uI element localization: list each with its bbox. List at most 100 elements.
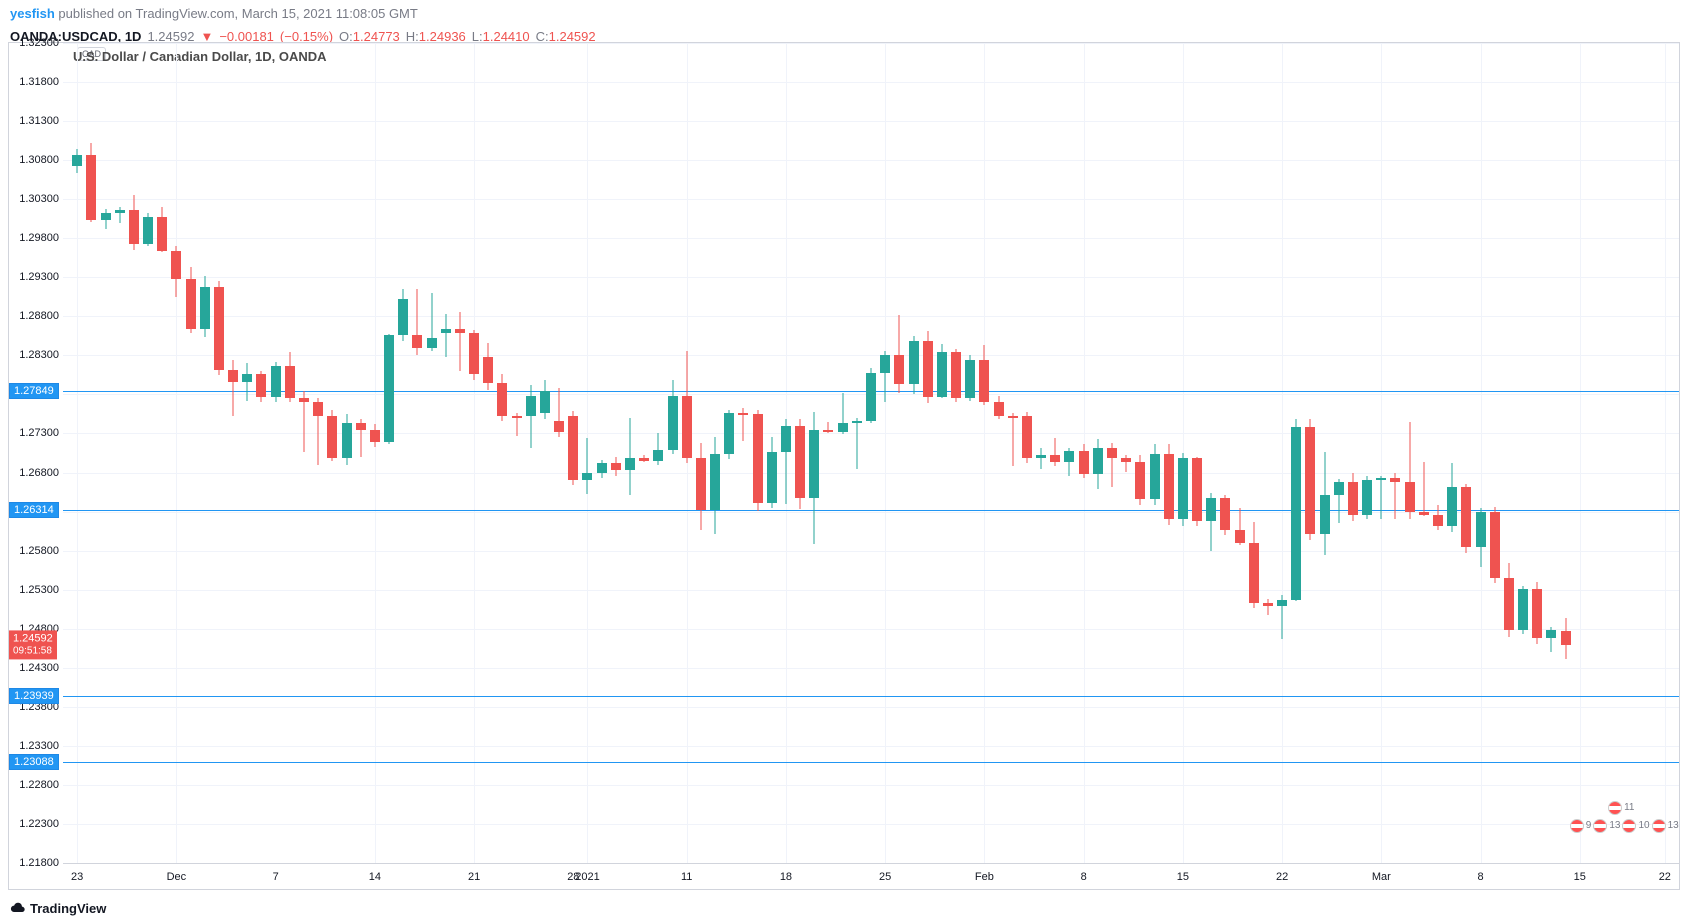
candle[interactable] bbox=[668, 396, 678, 450]
candle[interactable] bbox=[469, 333, 479, 374]
candle[interactable] bbox=[1532, 589, 1542, 638]
candle[interactable] bbox=[682, 396, 692, 458]
candle[interactable] bbox=[1320, 495, 1330, 534]
candle[interactable] bbox=[823, 430, 833, 432]
economic-events[interactable]: 9131013 bbox=[1570, 819, 1679, 833]
candle[interactable] bbox=[157, 217, 167, 251]
candle[interactable] bbox=[1561, 631, 1571, 645]
candle[interactable] bbox=[880, 355, 890, 372]
candle[interactable] bbox=[1064, 451, 1074, 461]
candle[interactable] bbox=[696, 458, 706, 510]
candle[interactable] bbox=[1419, 512, 1429, 515]
candle[interactable] bbox=[909, 341, 919, 385]
candle[interactable] bbox=[1249, 543, 1259, 603]
economic-event-high[interactable]: 11 bbox=[1608, 801, 1634, 815]
candle[interactable] bbox=[1121, 458, 1131, 461]
candle[interactable] bbox=[342, 423, 352, 459]
candle[interactable] bbox=[1206, 498, 1216, 521]
candle[interactable] bbox=[483, 357, 493, 383]
candle[interactable] bbox=[1518, 589, 1528, 630]
candle[interactable] bbox=[1107, 448, 1117, 459]
candle[interactable] bbox=[753, 414, 763, 503]
candle[interactable] bbox=[271, 366, 281, 397]
candle[interactable] bbox=[115, 210, 125, 213]
chart-plot[interactable]: CAD U.S. Dollar / Canadian Dollar, 1D, O… bbox=[63, 43, 1679, 863]
candle[interactable] bbox=[568, 416, 578, 479]
candle[interactable] bbox=[497, 383, 507, 416]
candle[interactable] bbox=[1022, 416, 1032, 458]
candle[interactable] bbox=[625, 458, 635, 470]
chart-container[interactable]: 1.218001.223001.228001.233001.238001.243… bbox=[8, 42, 1680, 890]
candle[interactable] bbox=[1079, 451, 1089, 474]
candle[interactable] bbox=[852, 421, 862, 423]
candle[interactable] bbox=[1192, 458, 1202, 520]
candle[interactable] bbox=[1334, 482, 1344, 495]
candle[interactable] bbox=[1405, 482, 1415, 512]
candle[interactable] bbox=[1433, 515, 1443, 526]
candle[interactable] bbox=[1263, 603, 1273, 606]
candle[interactable] bbox=[838, 423, 848, 432]
tradingview-logo[interactable]: TradingView bbox=[10, 900, 106, 916]
candle[interactable] bbox=[1036, 455, 1046, 458]
candle[interactable] bbox=[894, 355, 904, 384]
candle[interactable] bbox=[597, 463, 607, 473]
candle[interactable] bbox=[72, 155, 82, 167]
candle[interactable] bbox=[526, 396, 536, 416]
candle[interactable] bbox=[866, 373, 876, 421]
candle[interactable] bbox=[582, 473, 592, 479]
horizontal-line[interactable] bbox=[63, 696, 1679, 697]
candle[interactable] bbox=[214, 287, 224, 371]
candle[interactable] bbox=[327, 416, 337, 459]
candle[interactable] bbox=[256, 374, 266, 397]
price-axis[interactable]: 1.218001.223001.228001.233001.238001.243… bbox=[9, 43, 63, 863]
candle[interactable] bbox=[101, 213, 111, 220]
candle[interactable] bbox=[795, 426, 805, 498]
candle[interactable] bbox=[994, 402, 1004, 415]
candle[interactable] bbox=[1504, 578, 1514, 630]
candle[interactable] bbox=[1220, 498, 1230, 530]
candle[interactable] bbox=[738, 413, 748, 415]
candle[interactable] bbox=[1178, 458, 1188, 519]
candle[interactable] bbox=[398, 299, 408, 335]
candle[interactable] bbox=[611, 463, 621, 470]
candle[interactable] bbox=[200, 287, 210, 329]
candle[interactable] bbox=[313, 402, 323, 415]
candle[interactable] bbox=[1546, 630, 1556, 638]
candle[interactable] bbox=[1235, 530, 1245, 542]
candle[interactable] bbox=[299, 398, 309, 403]
horizontal-line[interactable] bbox=[63, 762, 1679, 763]
candle[interactable] bbox=[979, 360, 989, 402]
candle[interactable] bbox=[1390, 478, 1400, 482]
candle[interactable] bbox=[781, 426, 791, 452]
candle[interactable] bbox=[767, 452, 777, 503]
candle[interactable] bbox=[512, 416, 522, 418]
candle[interactable] bbox=[1050, 455, 1060, 461]
candle[interactable] bbox=[86, 155, 96, 221]
candle[interactable] bbox=[186, 279, 196, 329]
candle[interactable] bbox=[540, 391, 550, 413]
candle[interactable] bbox=[724, 413, 734, 454]
candle[interactable] bbox=[1305, 427, 1315, 534]
candle[interactable] bbox=[937, 352, 947, 397]
candle[interactable] bbox=[1447, 487, 1457, 526]
candle[interactable] bbox=[710, 454, 720, 510]
candle[interactable] bbox=[554, 421, 564, 432]
candle[interactable] bbox=[455, 329, 465, 333]
candle[interactable] bbox=[1150, 454, 1160, 499]
candle[interactable] bbox=[1277, 600, 1287, 606]
candle[interactable] bbox=[228, 370, 238, 382]
candle[interactable] bbox=[1348, 482, 1358, 515]
time-axis[interactable]: 23Dec71421282021111825Feb81522Mar81522 bbox=[63, 863, 1679, 889]
candle[interactable] bbox=[285, 366, 295, 398]
candle[interactable] bbox=[129, 210, 139, 244]
candle[interactable] bbox=[1135, 462, 1145, 499]
candle[interactable] bbox=[1461, 487, 1471, 547]
candle[interactable] bbox=[1476, 512, 1486, 547]
candle[interactable] bbox=[1008, 416, 1018, 418]
candle[interactable] bbox=[639, 458, 649, 460]
candle[interactable] bbox=[384, 335, 394, 442]
candle[interactable] bbox=[951, 352, 961, 398]
candle[interactable] bbox=[441, 329, 451, 333]
candle[interactable] bbox=[143, 217, 153, 244]
candle[interactable] bbox=[1376, 478, 1386, 480]
